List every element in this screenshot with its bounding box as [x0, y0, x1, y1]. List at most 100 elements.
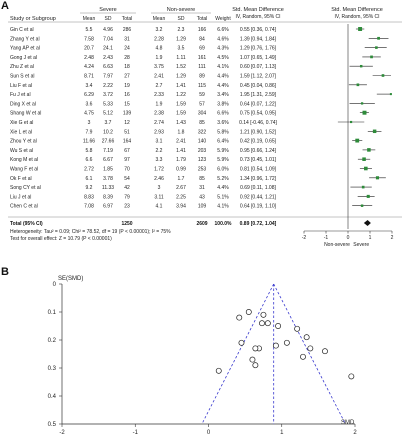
study-ci: 1.39 [0.94, 1.84] — [240, 36, 277, 42]
forest-x-tick-label: -1 — [324, 235, 329, 241]
study-n1: 24 — [124, 46, 130, 52]
study-sd2: 0.99 — [176, 167, 186, 173]
study-m2: 1.9 — [156, 101, 163, 107]
effect-square — [361, 185, 365, 189]
study-m1: 6.6 — [86, 157, 93, 163]
study-ci: 0.64 [0.07, 1.22] — [240, 101, 277, 107]
study-n1: 31 — [124, 36, 130, 42]
study-name: Xie G et al — [10, 120, 33, 126]
study-point — [252, 345, 259, 352]
study-ci: 0.73 [0.45, 1.01] — [240, 157, 277, 163]
funnel-y-tick-label: 0.2 — [48, 338, 57, 344]
study-m1: 9.2 — [86, 185, 93, 191]
study-sd2: 1.52 — [176, 64, 186, 70]
study-ci: 1.29 [0.76, 1.76] — [240, 46, 277, 52]
study-n2: 59 — [199, 92, 205, 98]
study-m1: 7.08 — [84, 204, 94, 210]
study-w: 5.9% — [217, 148, 229, 154]
header-ci-right: IV, Random, 95% CI — [334, 14, 379, 20]
study-m1: 5.8 — [86, 148, 93, 154]
study-point — [238, 339, 245, 346]
study-m1: 7.9 — [86, 129, 93, 135]
study-point — [294, 325, 301, 332]
effect-square — [377, 36, 380, 40]
header-study: Study or Subgroup — [10, 16, 56, 22]
study-sd1: 2.43 — [103, 55, 113, 61]
heterogeneity-text: Heterogeneity: Tau² = 0.09; Chi² = 78.52… — [10, 229, 171, 235]
study-name: Sun S et al — [10, 74, 34, 80]
study-point — [249, 356, 256, 363]
panel-a-label: A — [1, 0, 9, 12]
study-point — [275, 323, 282, 329]
forest-plot: Severe Non-severe Std. Mean Difference I… — [8, 7, 402, 248]
study-sd2: 2.25 — [176, 194, 186, 200]
study-sd1: 3.72 — [103, 92, 113, 98]
study-ci: 0.81 [0.54, 1.09] — [240, 167, 277, 173]
study-name: Kong M et al — [10, 157, 38, 163]
forest-x-tick-label: 1 — [369, 235, 372, 241]
study-m1: 8.83 — [84, 194, 94, 200]
study-n1: 164 — [123, 139, 132, 145]
study-name: Liu J et al — [10, 194, 31, 200]
study-sd1: 11.33 — [102, 185, 114, 191]
study-sd1: 10.2 — [103, 129, 113, 135]
header-col-mean2: Mean — [153, 16, 166, 22]
study-w: 3.4% — [217, 92, 229, 98]
study-name: Fu J et al — [10, 92, 31, 98]
study-ci: 0.95 [0.66, 1.24] — [240, 148, 277, 154]
study-sd2: 1.59 — [176, 111, 186, 117]
study-n1: 15 — [124, 101, 130, 107]
study-w: 5.9% — [217, 157, 229, 163]
study-m2: 2.7 — [156, 83, 163, 89]
total-ci: 0.89 [0.72, 1.04] — [240, 221, 277, 227]
forest-x-tick-label: 0 — [347, 235, 350, 241]
study-n2: 322 — [198, 129, 207, 135]
effect-square — [372, 129, 377, 134]
study-w: 6.0% — [217, 167, 229, 173]
header-ci-left: IV, Random, 95% CI — [235, 14, 280, 20]
header-col-mean1: Mean — [83, 16, 96, 22]
effect-square — [360, 102, 364, 105]
funnel-ylabel: SE(SMD) — [58, 276, 83, 282]
study-m2: 3.3 — [156, 157, 163, 163]
funnel-ci-left — [201, 283, 275, 425]
study-m2: 3 — [158, 185, 161, 191]
funnel-x-tick-label: 2 — [353, 430, 357, 436]
study-sd2: 3.5 — [178, 46, 185, 52]
study-n1: 28 — [124, 55, 130, 61]
study-n1: 79 — [124, 194, 130, 200]
study-point — [322, 348, 328, 355]
study-sd2: 1.8 — [178, 129, 185, 135]
study-ci: 0.55 [0.36, 0.74] — [240, 27, 277, 33]
study-sd1: 6.97 — [103, 204, 113, 210]
study-sd2: 1.11 — [176, 55, 186, 61]
study-n1: 97 — [124, 157, 130, 163]
study-n2: 115 — [198, 83, 206, 89]
header-col-sd2: SD — [178, 16, 185, 22]
study-w: 4.4% — [217, 83, 229, 89]
study-w: 3.6% — [217, 120, 229, 126]
study-name: Wang F et al — [10, 167, 38, 173]
study-point — [303, 334, 310, 341]
effect-square — [381, 74, 385, 77]
study-sd2: 1.29 — [176, 74, 186, 80]
study-name: Song CY et al — [10, 185, 41, 191]
effect-square — [370, 55, 373, 59]
study-m2: 4.1 — [156, 204, 163, 210]
funnel-x-tick-label: -2 — [59, 430, 65, 436]
funnel-y-tick-label: 0.1 — [48, 310, 57, 316]
effect-square — [375, 176, 380, 180]
effect-square — [364, 166, 368, 171]
effect-square — [375, 46, 378, 49]
study-sd2: 3.94 — [176, 204, 186, 210]
study-w: 6.6% — [217, 27, 229, 33]
study-w: 5.2% — [217, 176, 229, 182]
study-sd2: 1.41 — [176, 83, 186, 89]
study-ci: 1.59 [1.12, 2.07] — [240, 74, 277, 80]
overall-effect-text: Test for overall effect: Z = 10.79 (P < … — [10, 236, 112, 242]
study-sd1: 3.78 — [103, 176, 113, 182]
study-sd1: 5.12 — [103, 111, 113, 117]
study-sd1: 7.97 — [103, 74, 113, 80]
study-m2: 2.41 — [154, 74, 164, 80]
study-ci: 0.14 [-0.46, 0.74] — [239, 120, 277, 126]
